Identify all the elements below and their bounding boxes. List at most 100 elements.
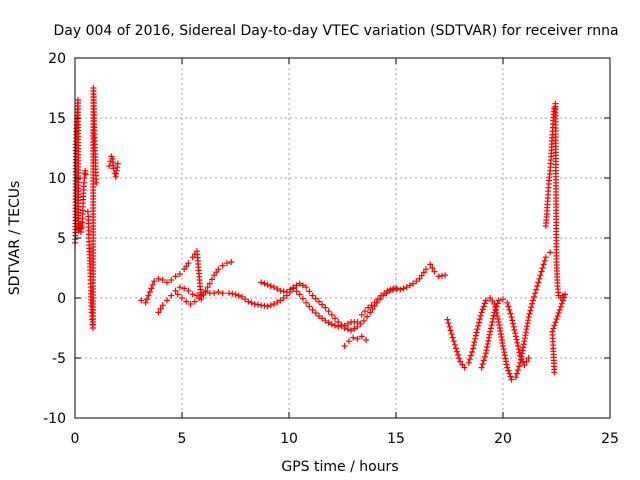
data-point-fill (280, 295, 287, 301)
data-point-fill (476, 316, 483, 323)
data-point (363, 337, 370, 343)
data-point-fill (536, 275, 543, 282)
data-point (283, 289, 290, 295)
data-point (551, 369, 558, 376)
data-point (504, 364, 511, 371)
data-point-fill (505, 367, 512, 374)
data-point-fill (503, 358, 510, 365)
data-point (341, 325, 348, 331)
data-point-fill (144, 296, 151, 303)
data-point (106, 163, 113, 169)
data-point (345, 338, 352, 345)
data-point-fill (466, 356, 473, 363)
data-point-fill (554, 313, 561, 320)
series-trace-j (478, 296, 532, 371)
data-point-fill (361, 308, 368, 315)
series-trace-d (174, 291, 203, 307)
data-point (508, 376, 515, 383)
data-point-fill (450, 338, 457, 345)
data-point (159, 277, 166, 283)
data-point-fill (364, 313, 371, 320)
data-point-fill (556, 306, 563, 313)
data-point (538, 268, 545, 275)
data-point-fill (553, 316, 560, 323)
data-point-fill (531, 293, 538, 300)
data-point (82, 171, 89, 178)
data-point (181, 285, 188, 292)
data-point-fill (148, 285, 155, 292)
data-point (172, 287, 179, 294)
data-point-fill (429, 265, 436, 271)
data-point (142, 299, 149, 306)
data-point (534, 283, 541, 289)
data-point-fill (557, 303, 564, 310)
data-point-fill (149, 281, 156, 288)
data-point (354, 323, 361, 330)
data-point-fill (420, 269, 427, 276)
data-point-fill (501, 349, 508, 356)
data-point-fill (204, 284, 211, 291)
data-point-fill (261, 280, 268, 287)
data-point-fill (502, 355, 509, 362)
data-point (185, 260, 192, 267)
data-point (211, 290, 218, 297)
data-point (384, 287, 391, 294)
data-point (478, 364, 485, 371)
data-point (196, 295, 203, 301)
data-point (341, 343, 348, 349)
data-point-fill (369, 306, 376, 313)
data-point (164, 297, 171, 304)
data-point-fill (418, 272, 425, 279)
data-point-fill (473, 329, 480, 336)
data-point-fill (387, 286, 394, 293)
data-point-fill (540, 261, 547, 268)
data-point-fill (312, 310, 319, 316)
data-point-fill (248, 299, 255, 306)
x-tick-label: 20 (494, 431, 512, 447)
x-tick-label: 5 (178, 431, 187, 447)
data-point-fill (453, 348, 460, 355)
data-point-fill (509, 320, 516, 327)
data-point (215, 266, 222, 273)
data-point (442, 272, 449, 279)
data-point (315, 313, 322, 319)
axis-ticks: 0 5 10 15 20 25 -10 -5 0 5 10 15 20 (43, 51, 619, 447)
data-point-fill (514, 339, 521, 346)
y-tick-label: 15 (48, 111, 66, 127)
data-point-fill (357, 320, 364, 327)
data-point (258, 279, 265, 286)
data-point-fill (445, 320, 452, 327)
data-point (296, 280, 303, 287)
data-point-fill (503, 361, 510, 368)
data-point (290, 284, 297, 291)
data-point-fill (493, 303, 500, 310)
data-point-fill (471, 339, 478, 345)
data-point-fill (490, 315, 497, 322)
data-point (187, 301, 194, 307)
data-point-fill (529, 300, 536, 307)
x-tick-label: 0 (71, 431, 80, 447)
data-point-fill (489, 319, 496, 325)
data-point-fill (515, 346, 522, 353)
data-point (179, 295, 185, 301)
data-point-fill (447, 327, 454, 334)
data-point (322, 317, 329, 324)
data-point (525, 314, 532, 321)
data-point-fill (306, 288, 313, 295)
data-point-fill (455, 352, 462, 358)
data-point (271, 301, 278, 307)
x-tick-label: 15 (387, 431, 405, 447)
data-point-fill (485, 334, 492, 341)
data-point (416, 275, 423, 282)
data-point-fill (559, 297, 566, 304)
data-point-fill (519, 347, 526, 354)
data-point-fill (500, 346, 507, 353)
data-point (159, 302, 166, 309)
data-point-fill (312, 295, 319, 302)
data-point-fill (451, 341, 458, 348)
y-tick-label: 5 (57, 231, 66, 247)
data-point (183, 298, 190, 305)
data-point (500, 343, 506, 349)
data-point-fill (299, 295, 306, 302)
